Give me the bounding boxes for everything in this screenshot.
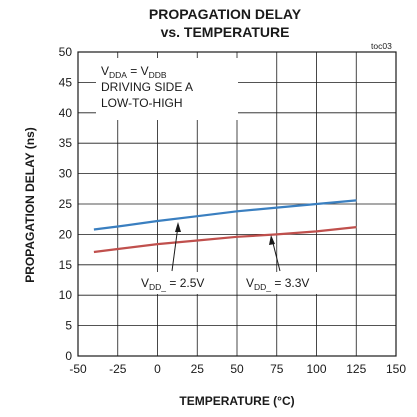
series-line-1 — [93, 199, 357, 231]
y-tick-label: 20 — [59, 227, 73, 241]
y-tick-label: 5 — [65, 319, 72, 333]
plot-frame — [77, 51, 397, 357]
series-1-arrowhead — [175, 222, 181, 232]
x-tick-label: 25 — [191, 362, 205, 376]
chart-tag: toc03 — [371, 41, 392, 51]
y-tick-label: 35 — [59, 136, 73, 150]
y-tick-label: 45 — [59, 75, 73, 89]
x-tick-label: -50 — [69, 362, 87, 376]
series-2-arrowhead — [269, 235, 275, 245]
x-tick-label: 75 — [270, 362, 284, 376]
conditions-box — [96, 58, 238, 120]
series-lines — [93, 199, 357, 254]
x-tick-label: 150 — [386, 362, 406, 376]
series-1-label: VDD_ = 2.5V — [141, 276, 204, 292]
series-2-label: VDD_ = 3.3V — [246, 276, 309, 292]
conditions-line-1: VDDA = VDDB — [101, 64, 167, 80]
y-tick-label: 30 — [59, 167, 73, 181]
series-1-pointer — [171, 225, 179, 272]
x-tick-label: 100 — [306, 362, 326, 376]
series-line-2 — [93, 226, 357, 254]
y-tick-label: 10 — [59, 288, 73, 302]
series-2-pointer — [271, 238, 281, 272]
x-tick-label: 0 — [154, 362, 161, 376]
y-tick-label: 40 — [59, 106, 73, 120]
y-tick-label: 25 — [59, 197, 73, 211]
x-tick-label: 125 — [346, 362, 366, 376]
y-axis-label: PROPAGATION DELAY (ns) — [23, 127, 37, 283]
x-tick-label: -25 — [109, 362, 127, 376]
y-tick-label: 50 — [59, 45, 73, 59]
conditions-line-3: LOW-TO-HIGH — [101, 96, 183, 110]
tick-labels: -50 -25 0 25 50 75 100 125 150 0 5 10 15 20 25 30 35 40 45… — [59, 45, 407, 376]
chart-subtitle: vs. TEMPERATURE — [161, 24, 290, 40]
series-1-label-bg — [138, 272, 220, 294]
y-tick-label: 0 — [65, 349, 72, 363]
chart-title: PROPAGATION DELAY — [149, 6, 302, 22]
x-axis-label: TEMPERATURE (°C) — [179, 394, 294, 408]
y-tick-label: 15 — [59, 258, 73, 272]
series-2-label-bg — [243, 272, 325, 294]
conditions-line-2: DRIVING SIDE A — [101, 80, 193, 94]
x-tick-label: 50 — [230, 362, 244, 376]
